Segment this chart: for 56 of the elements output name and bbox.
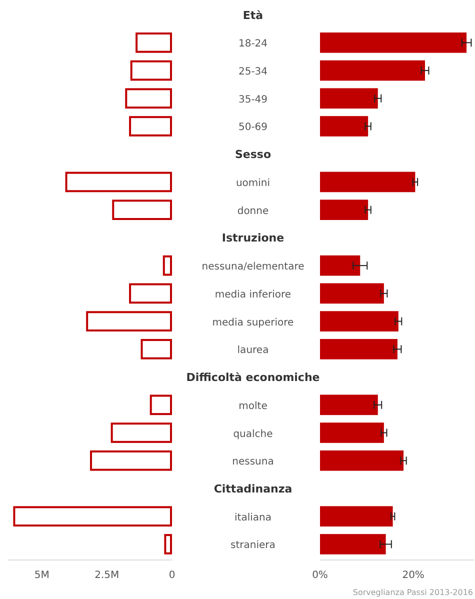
bar xyxy=(125,88,172,109)
y-tick-label: donne xyxy=(237,206,269,217)
y-tick-label: 25-34 xyxy=(238,66,268,78)
bar xyxy=(320,60,425,81)
bar xyxy=(320,311,398,332)
bar xyxy=(130,60,172,81)
bar xyxy=(112,200,172,220)
y-tick-label: laurea xyxy=(237,345,269,356)
bar xyxy=(90,450,172,471)
bar xyxy=(320,422,384,443)
y-tick-label: nessuna xyxy=(232,456,274,468)
bar xyxy=(164,534,172,554)
bar xyxy=(162,255,172,276)
x-tick-label: 0% xyxy=(312,570,328,581)
x-tick-label: 2.5M xyxy=(94,570,120,581)
bar xyxy=(320,506,393,527)
y-tick-label: 50-69 xyxy=(238,122,268,134)
bar xyxy=(320,200,368,220)
bar xyxy=(320,116,368,136)
bar xyxy=(320,255,360,276)
y-tick-label: qualche xyxy=(233,428,273,440)
y-tick-label: media inferiore xyxy=(214,289,292,300)
y-tick-label: nessuna/elementare xyxy=(202,262,304,273)
y-tick-label: Età xyxy=(242,8,264,22)
bar xyxy=(320,88,378,109)
y-tick-label: straniera xyxy=(230,540,276,552)
bar xyxy=(320,534,386,554)
x-tick-label: 20% xyxy=(402,570,424,581)
bar xyxy=(13,506,172,527)
y-tick-label: uomini xyxy=(236,178,270,189)
y-tick-label: Difficoltà economiche xyxy=(186,371,320,384)
bar xyxy=(65,172,172,192)
bar xyxy=(140,338,172,360)
bar xyxy=(136,32,172,53)
bar xyxy=(320,283,384,304)
y-tick-label: Istruzione xyxy=(222,232,284,245)
bar xyxy=(129,116,172,136)
bar xyxy=(110,422,172,443)
y-tick-label: Cittadinanza xyxy=(214,482,292,496)
bar xyxy=(320,32,467,53)
bar xyxy=(86,311,172,332)
y-tick-label: 18-24 xyxy=(238,38,268,50)
y-tick-label: media superiore xyxy=(212,317,294,328)
y-tick-label: 35-49 xyxy=(238,94,268,106)
bar xyxy=(320,338,398,360)
bar xyxy=(320,172,416,192)
y-tick-label: Sesso xyxy=(234,148,272,162)
x-tick-label: 5M xyxy=(34,570,50,581)
y-tick-label: italiana xyxy=(234,512,272,524)
bar xyxy=(150,394,172,416)
bar xyxy=(320,394,378,416)
x-tick-label: 0 xyxy=(168,570,176,581)
text: Sorveglianza Passi 2013-2016 xyxy=(352,588,473,597)
y-tick-label: molte xyxy=(238,400,268,412)
bar xyxy=(320,450,404,471)
bar xyxy=(129,283,172,304)
